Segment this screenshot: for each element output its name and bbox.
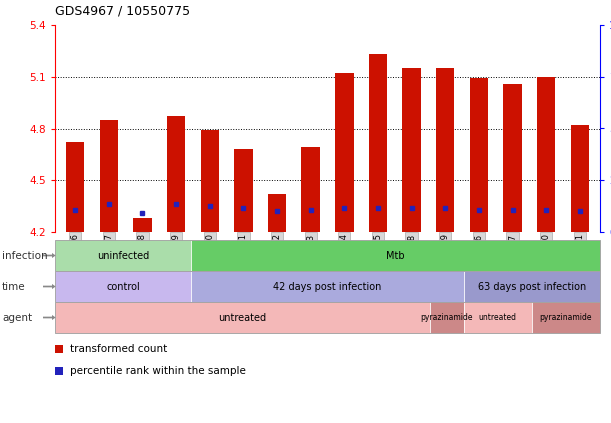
Bar [268, 194, 287, 232]
Text: transformed count: transformed count [70, 344, 167, 354]
Text: control: control [106, 281, 140, 291]
Bar [133, 218, 152, 232]
Text: Mtb: Mtb [386, 250, 405, 261]
Text: untreated: untreated [218, 313, 266, 322]
Text: 63 days post infection: 63 days post infection [478, 281, 586, 291]
Bar [368, 54, 387, 232]
Text: GDS4967 / 10550775: GDS4967 / 10550775 [55, 5, 190, 18]
Text: 42 days post infection: 42 days post infection [273, 281, 382, 291]
Text: agent: agent [2, 313, 32, 322]
Text: time: time [2, 281, 26, 291]
Text: pyrazinamide: pyrazinamide [420, 313, 473, 322]
Text: untreated: untreated [479, 313, 517, 322]
Bar [100, 120, 118, 232]
Bar [167, 116, 185, 232]
Bar [470, 79, 488, 232]
Bar [537, 77, 555, 232]
Text: pyrazinamide: pyrazinamide [540, 313, 592, 322]
Bar [571, 125, 589, 232]
Bar [301, 148, 320, 232]
Text: uninfected: uninfected [97, 250, 149, 261]
Bar [503, 84, 522, 232]
Bar [66, 142, 84, 232]
Bar [335, 73, 354, 232]
Bar [403, 68, 421, 232]
Text: infection: infection [2, 250, 48, 261]
Bar [436, 68, 455, 232]
Bar [200, 130, 219, 232]
Bar [234, 149, 252, 232]
Text: percentile rank within the sample: percentile rank within the sample [70, 366, 246, 376]
